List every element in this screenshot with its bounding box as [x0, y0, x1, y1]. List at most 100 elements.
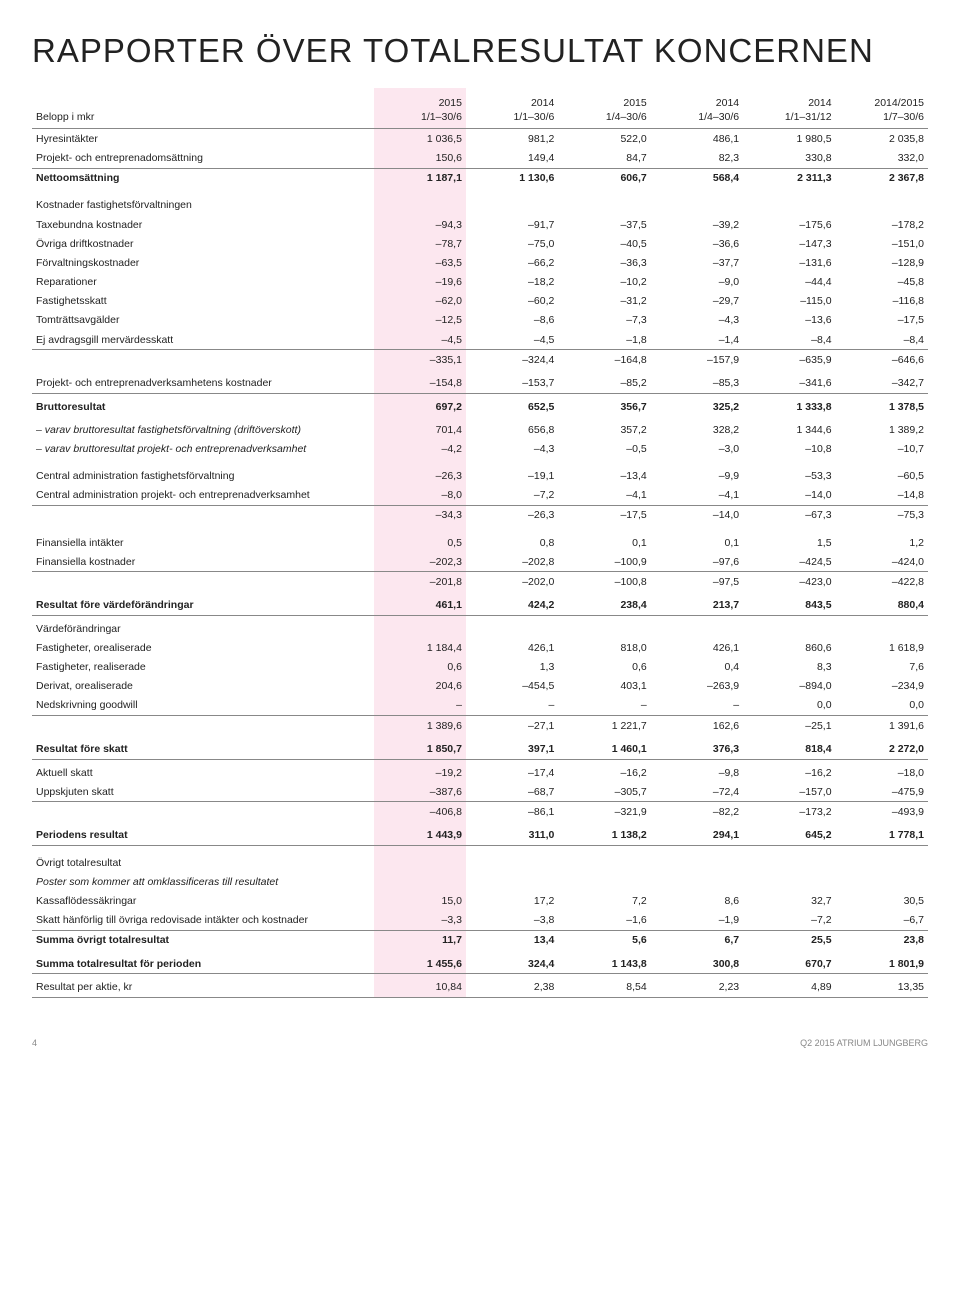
- cell: 30,5: [836, 892, 928, 911]
- cell: 701,4: [374, 420, 466, 439]
- cell: 1 778,1: [836, 826, 928, 846]
- cell: –157,0: [743, 782, 835, 802]
- cell: –10,2: [558, 273, 650, 292]
- year-col-3: 2015: [558, 88, 650, 110]
- cell: 330,8: [743, 149, 835, 169]
- row-label: Projekt- och entreprenadverksamhetens ko…: [32, 373, 374, 393]
- cell: 1 143,8: [558, 954, 650, 974]
- cell: –4,3: [651, 311, 743, 330]
- cell: 606,7: [558, 168, 650, 188]
- cell: 1 184,4: [374, 638, 466, 657]
- table-row: Nedskrivning goodwill––––0,00,0: [32, 696, 928, 716]
- table-row: Summa totalresultat för perioden1 455,63…: [32, 954, 928, 974]
- cell: –82,2: [651, 802, 743, 822]
- cell: –91,7: [466, 215, 558, 234]
- cell: 2 272,0: [836, 739, 928, 759]
- table-row: Projekt- och entreprenadverksamhetens ko…: [32, 373, 928, 393]
- cell: 82,3: [651, 149, 743, 169]
- cell: 522,0: [558, 129, 650, 149]
- cell: 332,0: [836, 149, 928, 169]
- cell: –75,3: [836, 505, 928, 525]
- cell: 981,2: [466, 129, 558, 149]
- cell: –202,8: [466, 552, 558, 572]
- cell: –10,7: [836, 439, 928, 458]
- year-col-4: 2014: [651, 88, 743, 110]
- cell: –3,3: [374, 911, 466, 931]
- table-row: Aktuell skatt–19,2–17,4–16,2–9,8–16,2–18…: [32, 763, 928, 782]
- period-col-1: 1/1–30/6: [374, 110, 466, 129]
- cell: 1 187,1: [374, 168, 466, 188]
- cell: –1,6: [558, 911, 650, 931]
- table-row: Ej avdragsgill mervärdesskatt–4,5–4,5–1,…: [32, 330, 928, 350]
- row-label: Central administration projekt- och entr…: [32, 486, 374, 506]
- cell: –94,3: [374, 215, 466, 234]
- cell: 0,5: [374, 533, 466, 552]
- cell: 2 367,8: [836, 168, 928, 188]
- cell: –17,4: [466, 763, 558, 782]
- cell: 162,6: [651, 716, 743, 736]
- row-label: [32, 716, 374, 736]
- row-label: Reparationer: [32, 273, 374, 292]
- cell: –67,3: [743, 505, 835, 525]
- cell: –72,4: [651, 782, 743, 802]
- cell: –4,5: [466, 330, 558, 350]
- cell: –157,9: [651, 350, 743, 370]
- cell: [836, 872, 928, 891]
- cell: –423,0: [743, 572, 835, 592]
- table-row: Central administration fastighetsförvalt…: [32, 467, 928, 486]
- cell: 213,7: [651, 596, 743, 616]
- row-label: Övrigt totalresultat: [32, 853, 374, 872]
- row-label: [32, 505, 374, 525]
- table-row: Finansiella kostnader–202,3–202,8–100,9–…: [32, 552, 928, 572]
- table-body: Hyresintäkter1 036,5981,2522,0486,11 980…: [32, 129, 928, 998]
- cell: –175,6: [743, 215, 835, 234]
- cell: –25,1: [743, 716, 835, 736]
- cell: [651, 872, 743, 891]
- table-row: Värdeförändringar: [32, 619, 928, 638]
- cell: –201,8: [374, 572, 466, 592]
- cell: –0,5: [558, 439, 650, 458]
- table-row: Resultat per aktie, kr10,842,388,542,234…: [32, 978, 928, 998]
- cell: –85,3: [651, 373, 743, 393]
- cell: 238,4: [558, 596, 650, 616]
- cell: 1 221,7: [558, 716, 650, 736]
- cell: –324,4: [466, 350, 558, 370]
- cell: 8,3: [743, 658, 835, 677]
- cell: –31,2: [558, 292, 650, 311]
- cell: 0,1: [558, 533, 650, 552]
- cell: 2 311,3: [743, 168, 835, 188]
- cell: –: [466, 696, 558, 716]
- cell: –29,7: [651, 292, 743, 311]
- row-label: Finansiella kostnader: [32, 552, 374, 572]
- cell: –234,9: [836, 677, 928, 696]
- cell: [374, 196, 466, 215]
- table-row: Summa övrigt totalresultat11,713,45,66,7…: [32, 930, 928, 950]
- cell: 7,6: [836, 658, 928, 677]
- cell: 1 460,1: [558, 739, 650, 759]
- row-label: Fastigheter, orealiserade: [32, 638, 374, 657]
- cell: 294,1: [651, 826, 743, 846]
- cell: 204,6: [374, 677, 466, 696]
- cell: 325,2: [651, 397, 743, 416]
- cell: –: [651, 696, 743, 716]
- cell: –60,2: [466, 292, 558, 311]
- cell: –100,9: [558, 552, 650, 572]
- cell: –1,9: [651, 911, 743, 931]
- cell: 17,2: [466, 892, 558, 911]
- cell: –17,5: [558, 505, 650, 525]
- cell: –6,7: [836, 911, 928, 931]
- cell: –97,5: [651, 572, 743, 592]
- table-row: Bruttoresultat697,2652,5356,7325,21 333,…: [32, 397, 928, 416]
- cell: –321,9: [558, 802, 650, 822]
- cell: [374, 872, 466, 891]
- row-label: Resultat per aktie, kr: [32, 978, 374, 998]
- cell: –342,7: [836, 373, 928, 393]
- cell: –14,0: [743, 486, 835, 506]
- cell: 818,0: [558, 638, 650, 657]
- cell: –26,3: [466, 505, 558, 525]
- cell: –68,7: [466, 782, 558, 802]
- table-row: Hyresintäkter1 036,5981,2522,0486,11 980…: [32, 129, 928, 149]
- cell: [743, 872, 835, 891]
- cell: –153,7: [466, 373, 558, 393]
- cell: –147,3: [743, 234, 835, 253]
